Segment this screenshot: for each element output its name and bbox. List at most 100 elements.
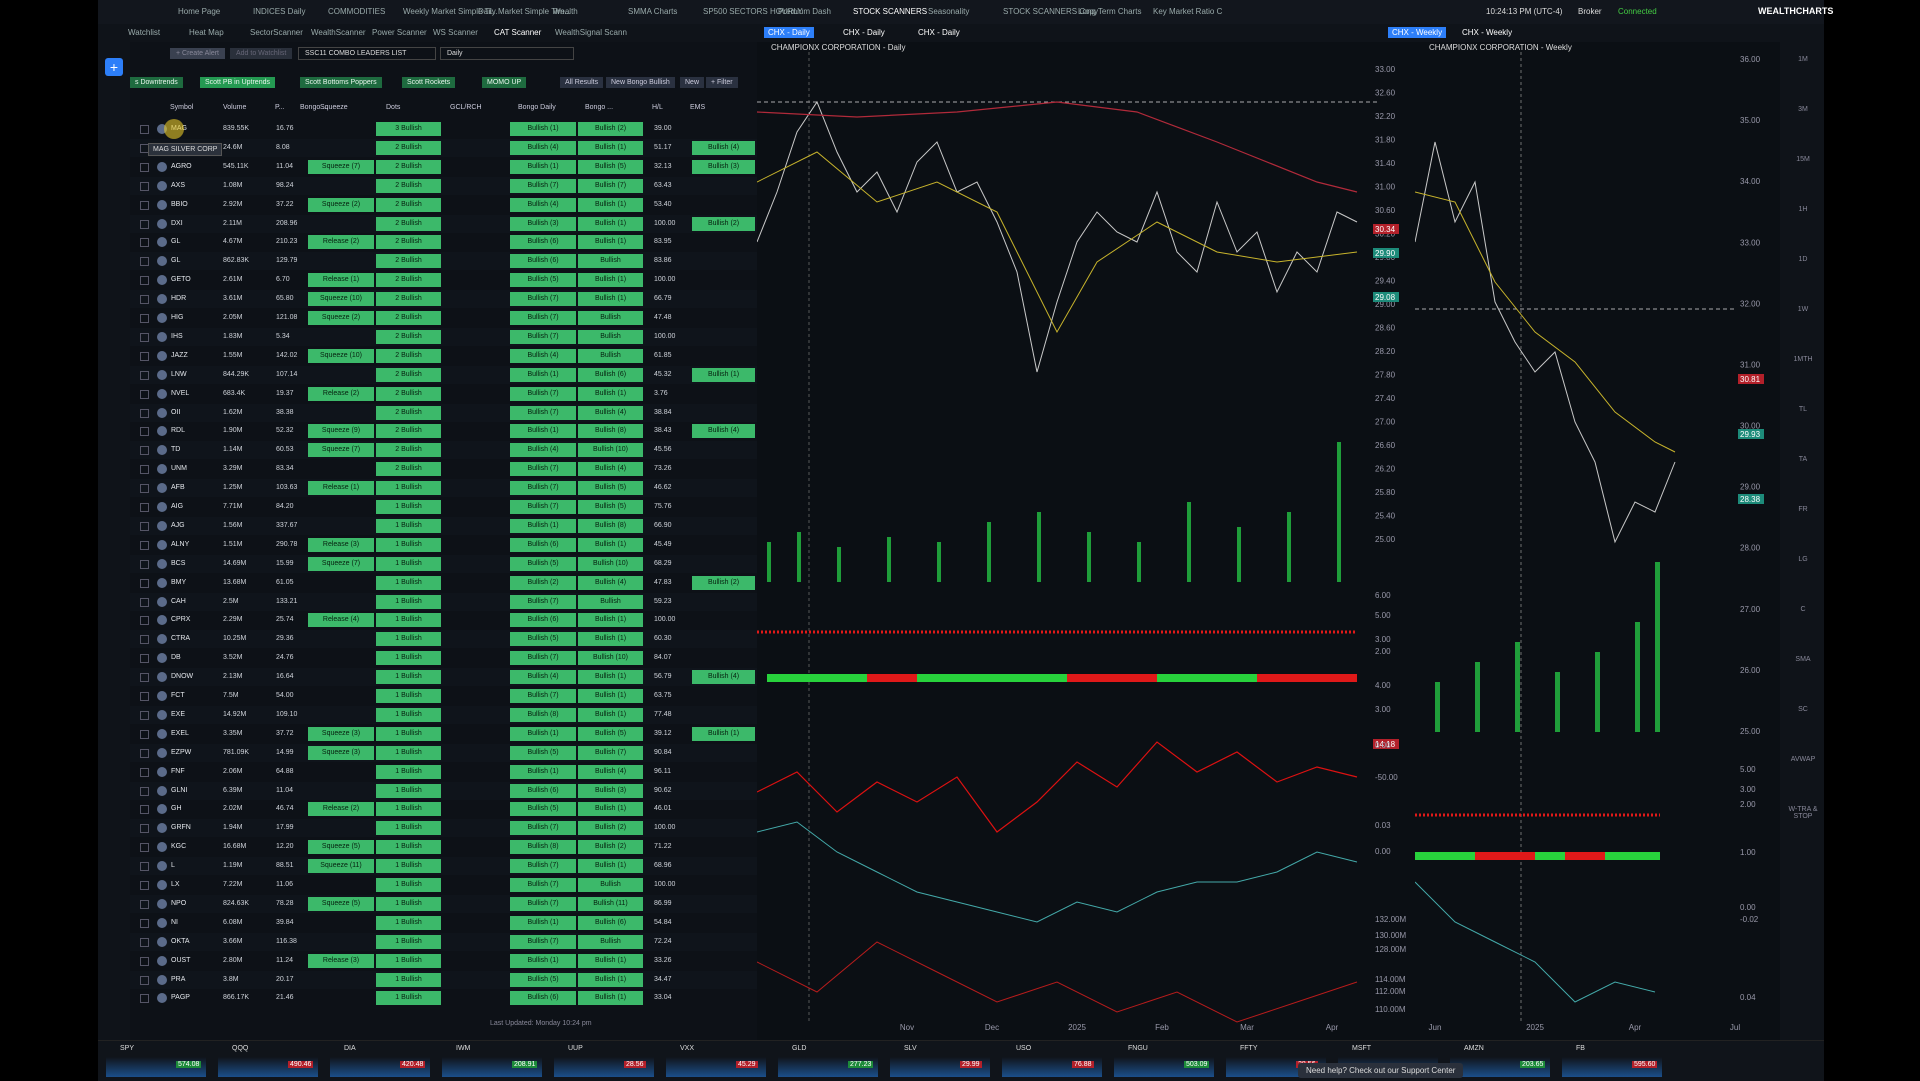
add-watchlist[interactable]: Add to Watchlist: [230, 48, 293, 59]
tool-label[interactable]: 1W: [1797, 306, 1809, 313]
panel-tab[interactable]: WealthScanner: [311, 28, 366, 37]
row-checkbox[interactable]: [140, 635, 149, 645]
top-tab[interactable]: Weekly Market Simple Ti...: [403, 7, 498, 16]
row-checkbox[interactable]: [140, 937, 149, 947]
ticker-symbol[interactable]: IWM: [456, 1045, 471, 1052]
top-tab[interactable]: Long Term Charts: [1078, 7, 1142, 16]
ticker-symbol[interactable]: QQQ: [232, 1045, 249, 1052]
ticker-symbol[interactable]: UUP: [568, 1045, 583, 1052]
row-checkbox[interactable]: [140, 200, 149, 210]
panel-tab[interactable]: Power Scanner: [372, 28, 427, 37]
filter-chip[interactable]: New: [680, 77, 705, 88]
column-header[interactable]: Volume: [223, 104, 247, 111]
row-checkbox[interactable]: [140, 295, 149, 305]
tool-label[interactable]: C: [1800, 606, 1806, 613]
ticker-symbol[interactable]: FFTY: [1240, 1045, 1258, 1052]
top-tab[interactable]: Seasonality: [928, 7, 970, 16]
tool-label[interactable]: 1MTH: [1793, 356, 1813, 363]
row-checkbox[interactable]: [140, 692, 149, 701]
chart-tab[interactable]: CHX - Weekly: [1388, 27, 1447, 38]
column-header[interactable]: EMS: [690, 104, 706, 111]
panel-tab[interactable]: SectorScanner: [250, 28, 303, 37]
row-checkbox[interactable]: [140, 994, 149, 1004]
top-tab[interactable]: INDICES Daily: [253, 7, 306, 16]
column-header[interactable]: Squeeze: [320, 104, 348, 111]
row-checkbox[interactable]: [140, 956, 149, 966]
row-checkbox[interactable]: [140, 710, 149, 720]
tool-label[interactable]: 1M: [1798, 56, 1808, 63]
row-checkbox[interactable]: [140, 654, 149, 664]
column-header[interactable]: Dots: [386, 104, 401, 111]
top-tab[interactable]: Wealth: [553, 7, 578, 16]
row-checkbox[interactable]: [140, 881, 149, 890]
row-checkbox[interactable]: [140, 314, 149, 323]
tool-label[interactable]: SC: [1798, 706, 1808, 713]
column-header[interactable]: H/L: [652, 104, 663, 111]
filter-chip[interactable]: + Filter: [706, 77, 738, 88]
row-checkbox[interactable]: [140, 843, 149, 853]
tool-label[interactable]: TA: [1798, 456, 1808, 463]
tool-label[interactable]: 3M: [1798, 106, 1808, 113]
row-checkbox[interactable]: [140, 465, 149, 475]
panel-tab[interactable]: CAT Scanner: [494, 28, 542, 37]
top-tab[interactable]: SMMA Charts: [628, 7, 678, 16]
chart-tab[interactable]: CHX - Weekly: [1462, 28, 1513, 37]
panel-tab[interactable]: WS Scanner: [433, 28, 478, 37]
row-checkbox[interactable]: [140, 918, 149, 928]
ticker-symbol[interactable]: USO: [1016, 1045, 1032, 1052]
top-tab[interactable]: Home Page: [178, 7, 221, 16]
list-select[interactable]: SSC11 COMBO LEADERS LIST: [298, 47, 436, 60]
column-header[interactable]: Symbol: [170, 104, 194, 111]
ticker-symbol[interactable]: SLV: [904, 1045, 917, 1052]
top-tab[interactable]: COMMODITIES: [328, 7, 386, 16]
filter-chip[interactable]: Scott Rockets: [402, 77, 456, 88]
create-alert[interactable]: + Create Alert: [170, 48, 225, 59]
column-header[interactable]: Bongo ...: [585, 104, 614, 111]
row-checkbox[interactable]: [140, 899, 149, 909]
interval-select[interactable]: Daily: [440, 47, 574, 60]
filter-chip[interactable]: s Downtrends: [130, 77, 183, 88]
chart-tab[interactable]: CHX - Daily: [918, 28, 960, 37]
row-checkbox[interactable]: [140, 729, 149, 739]
panel-tab[interactable]: WealthSignal Scann: [555, 28, 627, 37]
column-header[interactable]: P...: [275, 104, 285, 111]
row-checkbox[interactable]: [140, 427, 149, 437]
add-button[interactable]: +: [105, 58, 123, 76]
filter-chip[interactable]: New Bongo Bullish: [606, 77, 675, 88]
ticker-symbol[interactable]: FB: [1576, 1045, 1585, 1052]
row-checkbox[interactable]: [140, 389, 149, 399]
filter-chip[interactable]: Scott Bottoms Poppers: [300, 77, 382, 88]
tool-label[interactable]: FR: [1798, 506, 1808, 513]
support-banner[interactable]: Need help? Check out our Support Center: [1298, 1063, 1464, 1078]
row-checkbox[interactable]: [140, 521, 149, 531]
filter-chip[interactable]: MOMO UP: [482, 77, 527, 88]
row-checkbox[interactable]: [140, 540, 149, 550]
column-header[interactable]: GCL/RCH: [450, 104, 482, 111]
ticker-symbol[interactable]: DIA: [344, 1045, 356, 1052]
ticker-symbol[interactable]: FNGU: [1128, 1045, 1148, 1052]
row-checkbox[interactable]: [140, 219, 149, 229]
row-checkbox[interactable]: [140, 748, 149, 758]
row-checkbox[interactable]: [140, 673, 149, 683]
row-checkbox[interactable]: [140, 578, 149, 588]
row-checkbox[interactable]: [140, 238, 149, 248]
row-checkbox[interactable]: [140, 559, 149, 569]
row-checkbox[interactable]: [140, 484, 149, 494]
tool-label[interactable]: 1H: [1798, 206, 1808, 213]
row-checkbox[interactable]: [140, 125, 149, 134]
panel-tab[interactable]: Heat Map: [189, 28, 224, 37]
panel-tab[interactable]: Watchlist: [128, 28, 161, 37]
row-checkbox[interactable]: [140, 616, 149, 626]
top-tab[interactable]: Key Market Ratio C: [1153, 7, 1223, 16]
top-tab[interactable]: Daily Market Simple Tim...: [478, 7, 571, 16]
row-checkbox[interactable]: [140, 503, 149, 512]
row-checkbox[interactable]: [140, 975, 149, 985]
row-checkbox[interactable]: [140, 351, 149, 361]
top-tab[interactable]: STOCK SCANNERS: [853, 7, 928, 16]
ticker-symbol[interactable]: MSFT: [1352, 1045, 1372, 1052]
tool-label[interactable]: 1D: [1798, 256, 1808, 263]
chart-tab[interactable]: CHX - Daily: [843, 28, 885, 37]
top-tab[interactable]: STOCK SCANNERS Copy: [1003, 7, 1098, 16]
row-checkbox[interactable]: [140, 824, 149, 834]
row-checkbox[interactable]: [140, 332, 149, 342]
